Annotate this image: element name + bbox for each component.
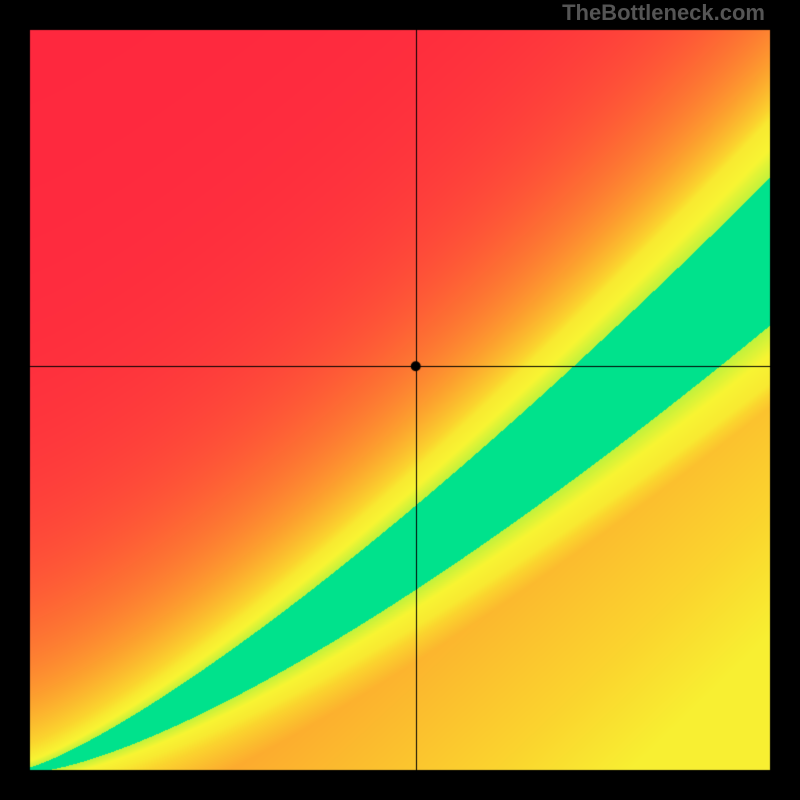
chart-container: TheBottleneck.com [0,0,800,800]
heatmap-plot [0,0,800,800]
watermark-label: TheBottleneck.com [562,0,765,26]
